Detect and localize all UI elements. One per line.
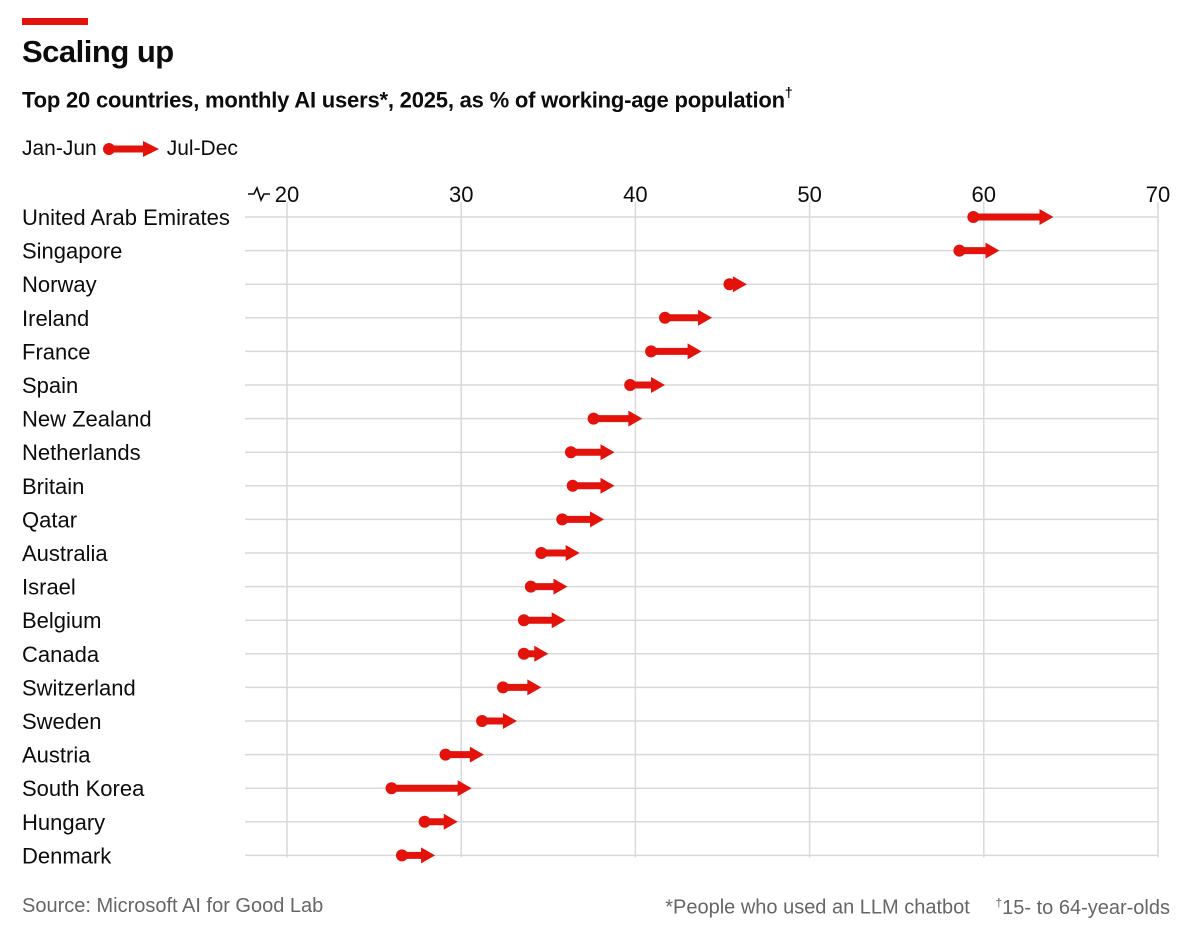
arrow-head-jul-dec bbox=[590, 511, 605, 528]
chart-title: Scaling up bbox=[22, 34, 174, 69]
country-label: Spain bbox=[22, 373, 78, 398]
dot-jan-jun bbox=[517, 614, 530, 627]
dot-jan-jun bbox=[517, 647, 530, 660]
x-tick-label: 20 bbox=[275, 182, 299, 207]
arrow-head-jul-dec bbox=[698, 309, 713, 326]
dot-jan-jun bbox=[439, 748, 452, 761]
axis-break-icon bbox=[248, 185, 270, 203]
legend-arrow-icon bbox=[102, 141, 159, 157]
footnote-dagger-mark: † bbox=[995, 895, 1003, 909]
arrow-head-jul-dec bbox=[651, 377, 666, 393]
dot-jan-jun bbox=[497, 681, 510, 694]
country-label: Switzerland bbox=[22, 675, 136, 700]
legend-end-label: Jul-Dec bbox=[166, 137, 238, 160]
footnotes: *People who used an LLM chatbot †15- to … bbox=[665, 895, 1170, 920]
country-label: France bbox=[22, 339, 90, 364]
x-tick-label: 30 bbox=[449, 182, 473, 207]
arrow-head-jul-dec bbox=[551, 612, 566, 629]
arrow-head-jul-dec bbox=[985, 242, 1000, 259]
footnote-dagger: †15- to 64-year-olds bbox=[995, 895, 1170, 919]
country-label: Sweden bbox=[22, 709, 102, 734]
country-label: Canada bbox=[22, 642, 100, 667]
x-tick-label: 50 bbox=[797, 182, 821, 207]
dot-jan-jun bbox=[566, 479, 579, 492]
country-label: New Zealand bbox=[22, 407, 152, 432]
country-label: South Korea bbox=[22, 776, 145, 801]
arrow-head-jul-dec bbox=[565, 545, 580, 561]
dot-jan-jun bbox=[385, 782, 398, 795]
country-label: Singapore bbox=[22, 239, 122, 264]
arrow-head-jul-dec bbox=[600, 444, 615, 461]
arrow-head-jul-dec bbox=[600, 477, 615, 494]
arrow-head-jul-dec bbox=[527, 679, 542, 696]
arrow-head-jul-dec bbox=[457, 780, 472, 797]
dot-jan-jun bbox=[645, 345, 658, 358]
arrow-head-jul-dec bbox=[687, 343, 702, 360]
country-label: Hungary bbox=[22, 810, 105, 835]
x-tick-label: 40 bbox=[623, 182, 647, 207]
dot-jan-jun bbox=[524, 580, 537, 593]
source-note: Source: Microsoft AI for Good Lab bbox=[22, 895, 324, 917]
chart-plot: 20 30 40 50 60 70 United Arab Emirates Singapor… bbox=[22, 182, 1170, 868]
arrow-head-jul-dec bbox=[1039, 209, 1054, 225]
chart-subtitle: Top 20 countries, monthly AI users*, 202… bbox=[22, 84, 793, 113]
dot-jan-jun bbox=[395, 849, 408, 862]
country-label: Ireland bbox=[22, 306, 89, 331]
dot-jan-jun bbox=[953, 244, 966, 257]
x-tick-label: 60 bbox=[972, 182, 996, 207]
arrow-head-jul-dec bbox=[628, 410, 643, 427]
dot-jan-jun bbox=[535, 547, 548, 559]
arrow-head-jul-dec bbox=[469, 746, 484, 763]
x-tick-label: 70 bbox=[1146, 182, 1170, 207]
dot-jan-jun bbox=[476, 715, 489, 727]
arrow-head-jul-dec bbox=[553, 578, 568, 595]
country-label: Britain bbox=[22, 474, 84, 499]
country-label: Australia bbox=[22, 541, 108, 566]
footnote-star: *People who used an LLM chatbot bbox=[665, 896, 970, 919]
arrow-head-jul-dec bbox=[443, 813, 458, 830]
country-label: Qatar bbox=[22, 507, 77, 532]
legend-start-label: Jan-Jun bbox=[22, 137, 97, 160]
dot-jan-jun bbox=[418, 815, 431, 828]
dot-jan-jun bbox=[556, 513, 569, 526]
dot-jan-jun bbox=[564, 446, 577, 459]
country-label: Denmark bbox=[22, 843, 112, 868]
dot-jan-jun bbox=[723, 278, 736, 291]
country-label: Israel bbox=[22, 575, 76, 600]
subtitle-dagger: † bbox=[784, 84, 793, 100]
subtitle-text: Top 20 countries, monthly AI users*, 202… bbox=[22, 87, 785, 113]
country-label: Austria bbox=[22, 743, 91, 768]
dot-jan-jun bbox=[624, 379, 637, 391]
arrow-head-jul-dec bbox=[534, 645, 549, 662]
dot-jan-jun bbox=[967, 211, 980, 223]
arrow-head-jul-dec bbox=[421, 847, 436, 864]
brand-accent-bar bbox=[22, 18, 88, 25]
country-label: United Arab Emirates bbox=[22, 205, 230, 230]
footnote-dagger-text: 15- to 64-year-olds bbox=[1002, 896, 1170, 919]
legend: Jan-Jun Jul-Dec bbox=[22, 134, 238, 164]
country-label: Netherlands bbox=[22, 440, 141, 465]
arrow-head-jul-dec bbox=[502, 713, 517, 729]
country-label: Norway bbox=[22, 272, 97, 297]
arrow-head-jul-dec bbox=[732, 276, 747, 293]
dot-jan-jun bbox=[587, 412, 600, 425]
dot-jan-jun bbox=[659, 311, 672, 324]
country-label: Belgium bbox=[22, 608, 101, 633]
